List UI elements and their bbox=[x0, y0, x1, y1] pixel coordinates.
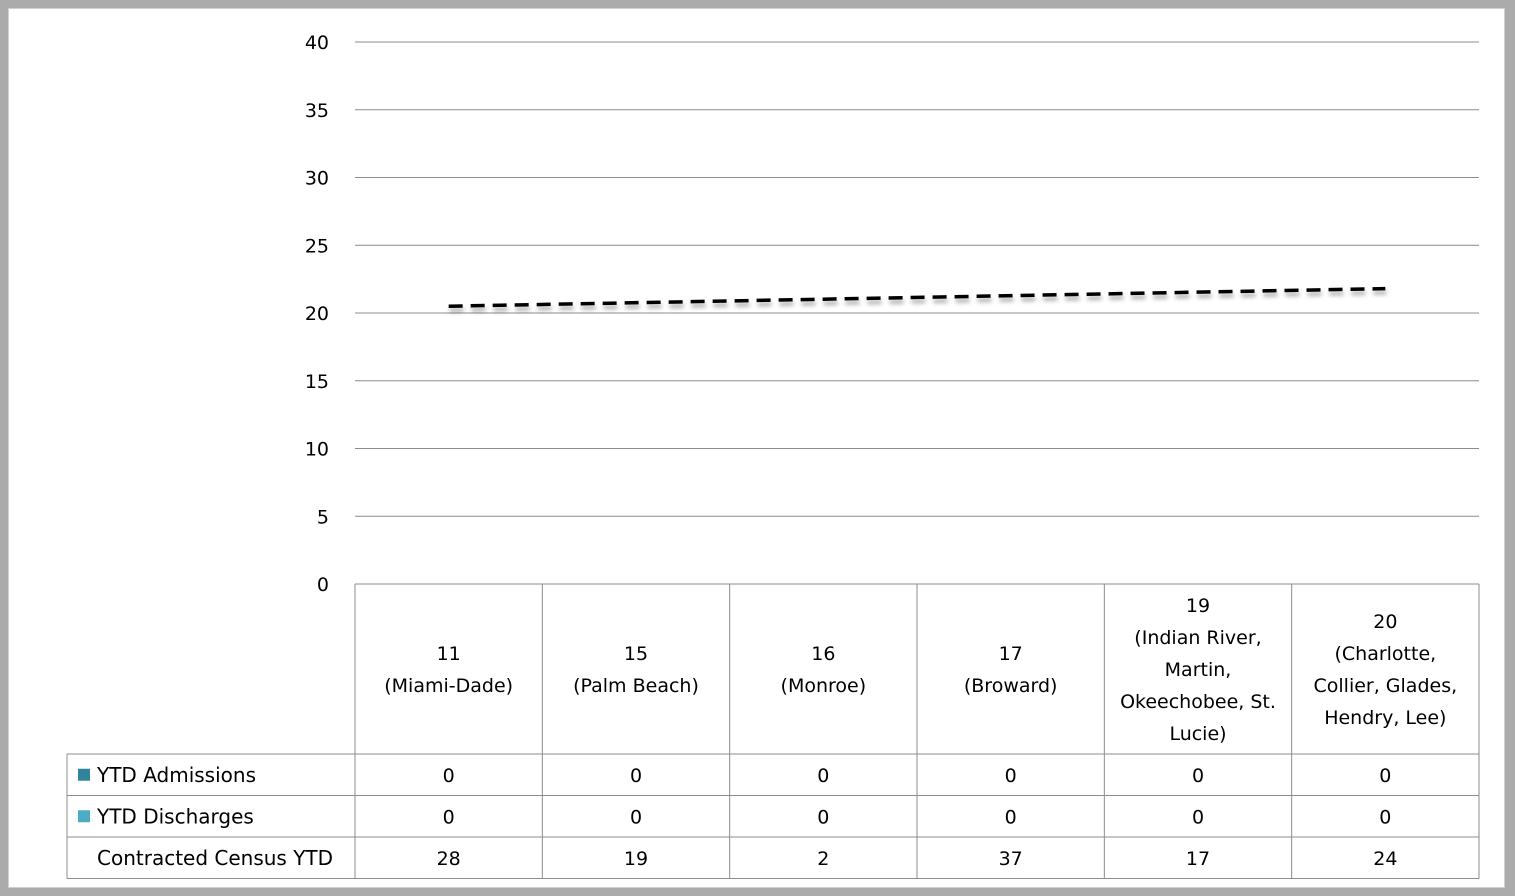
row-label: YTD Admissions bbox=[96, 763, 256, 787]
y-tick-label: 35 bbox=[305, 100, 329, 122]
legend-key bbox=[78, 768, 90, 781]
category-label: 19 (Indian River, Martin, Okeechobee, St. Lu… bbox=[1120, 595, 1276, 745]
y-tick-label: 10 bbox=[305, 439, 329, 461]
y-tick-label: 15 bbox=[305, 371, 329, 393]
table-cell-value: 0 bbox=[630, 806, 642, 828]
table-cell-value: 0 bbox=[817, 765, 829, 787]
category-label-line: Lucie) bbox=[1169, 723, 1226, 745]
table-cell-value: 37 bbox=[999, 848, 1023, 870]
table-cell-value: 0 bbox=[1192, 765, 1204, 787]
y-tick-label: 5 bbox=[317, 506, 329, 528]
table-cell-value: 0 bbox=[1379, 806, 1391, 828]
category-label-line: Collier, Glades, bbox=[1314, 675, 1458, 697]
table-cell-value: 19 bbox=[624, 848, 648, 870]
gridlines bbox=[355, 41, 1479, 517]
category-label-line: 17 bbox=[999, 643, 1023, 665]
category-label-line: Okeechobee, St. bbox=[1120, 691, 1276, 713]
table-cell-value: 0 bbox=[817, 806, 829, 828]
table-cell-value: 0 bbox=[1005, 806, 1017, 828]
category-label-line: (Broward) bbox=[964, 675, 1058, 697]
table-cell-value: 0 bbox=[630, 765, 642, 787]
table-cell-value: 0 bbox=[1005, 765, 1017, 787]
data-table: 11 (Miami-Dade) 15 (Palm Beach) 16 (Monroe) 17… bbox=[66, 583, 1480, 879]
category-label-line: 15 bbox=[624, 643, 648, 665]
category-label-line: 20 bbox=[1373, 611, 1397, 633]
trendline bbox=[448, 286, 1386, 308]
category-label-line: (Charlotte, bbox=[1334, 643, 1436, 665]
category-label-line: 16 bbox=[811, 643, 835, 665]
trendline-group bbox=[448, 286, 1386, 308]
category-label-line: (Miami-Dade) bbox=[384, 675, 513, 697]
y-tick-label: 25 bbox=[305, 235, 329, 257]
category-label: 16 (Monroe) bbox=[781, 643, 867, 697]
table-cell-value: 0 bbox=[443, 765, 455, 787]
table-cell-value: 24 bbox=[1373, 848, 1397, 870]
category-label-line: Hendry, Lee) bbox=[1324, 707, 1446, 729]
table-cell-value: 28 bbox=[437, 848, 461, 870]
y-tick-label: 20 bbox=[305, 303, 329, 325]
table-cell-value: 0 bbox=[1192, 806, 1204, 828]
category-label-line: (Monroe) bbox=[781, 675, 867, 697]
y-tick-label: 40 bbox=[305, 32, 329, 54]
table-cell-value: 17 bbox=[1186, 848, 1210, 870]
category-label-line: (Palm Beach) bbox=[573, 675, 699, 697]
y-tick-label: 30 bbox=[305, 168, 329, 190]
y-axis-ticks: 0 5 10 15 20 25 30 35 40 bbox=[305, 32, 329, 596]
row-label: Contracted Census YTD bbox=[97, 846, 333, 870]
category-label: 11 (Miami-Dade) bbox=[384, 643, 513, 697]
y-tick-label: 0 bbox=[317, 574, 329, 596]
category-label: 20 (Charlotte, Collier, Glades, Hendry, Lee… bbox=[1314, 611, 1458, 729]
chart-frame: 0 5 10 15 20 25 30 35 40 11 (Miami-Dade) 15 (Palm B… bbox=[8, 8, 1505, 888]
row-label: YTD Discharges bbox=[96, 804, 254, 828]
category-label: 17 (Broward) bbox=[964, 643, 1058, 697]
category-label-line: 11 bbox=[437, 643, 461, 665]
table-cell-value: 0 bbox=[443, 806, 455, 828]
table-cell-value: 2 bbox=[817, 848, 829, 870]
table-cell-value: 0 bbox=[1379, 765, 1391, 787]
legend-key bbox=[78, 810, 90, 823]
category-label-line: Martin, bbox=[1165, 659, 1232, 681]
category-label-line: 19 bbox=[1186, 595, 1210, 617]
category-label: 15 (Palm Beach) bbox=[573, 643, 699, 697]
category-label-line: (Indian River, bbox=[1134, 627, 1261, 649]
